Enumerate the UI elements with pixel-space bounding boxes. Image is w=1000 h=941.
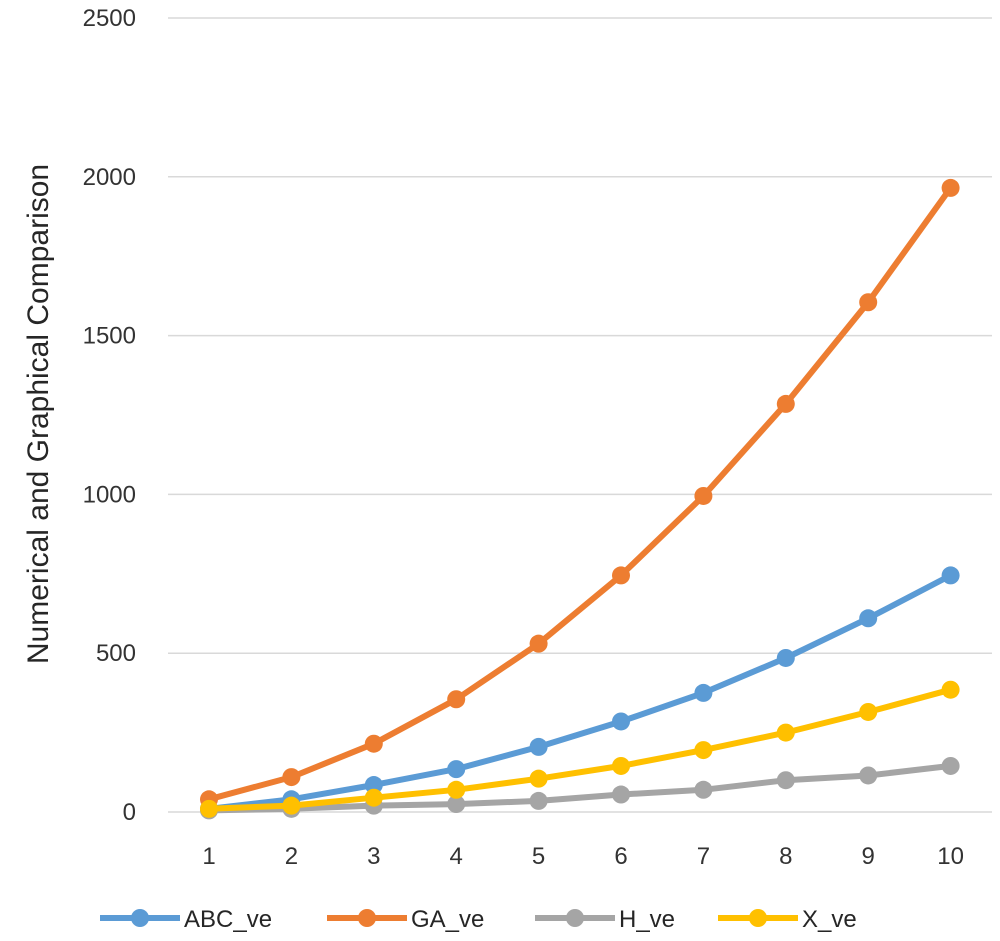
series	[200, 178, 960, 820]
legend-item: ABC_ve	[100, 906, 272, 933]
series-x-ve	[200, 680, 960, 818]
data-point	[447, 760, 466, 779]
data-point	[529, 769, 548, 788]
series-ga-ve	[200, 178, 960, 809]
legend-label: ABC_ve	[184, 906, 272, 933]
data-point	[364, 734, 383, 753]
data-point	[364, 788, 383, 807]
y-tick-label: 2000	[83, 164, 136, 191]
data-point	[529, 634, 548, 653]
x-tick-label: 9	[862, 843, 875, 870]
x-tick-label: 2	[285, 843, 298, 870]
y-tick-label: 500	[96, 640, 136, 667]
y-tick-label: 0	[123, 799, 136, 826]
data-point	[776, 723, 795, 742]
legend-marker	[358, 909, 376, 927]
legend-marker	[566, 909, 584, 927]
y-tick-label: 1000	[83, 481, 136, 508]
data-point	[529, 791, 548, 810]
x-tick-label: 6	[614, 843, 627, 870]
x-tick-label: 10	[937, 843, 964, 870]
legend: ABC_ve GA_ve H_ve X_ve	[100, 906, 857, 933]
data-point	[612, 566, 630, 585]
y-tick-label: 2500	[83, 5, 136, 32]
data-point	[200, 799, 218, 818]
data-point	[694, 683, 713, 702]
legend-item: GA_ve	[327, 906, 484, 933]
legend-item: H_ve	[535, 906, 675, 933]
series-abc-ve	[200, 566, 960, 818]
data-point	[529, 737, 548, 756]
y-tick-label: 1500	[83, 323, 136, 350]
data-point	[859, 702, 878, 721]
data-point	[776, 648, 795, 667]
data-point	[447, 795, 466, 814]
series-line	[206, 762, 954, 814]
data-point	[447, 780, 466, 799]
legend-marker	[749, 909, 767, 927]
data-point	[859, 766, 878, 785]
x-tick-label: 4	[450, 843, 463, 870]
legend-item: X_ve	[718, 906, 857, 933]
data-point	[859, 293, 878, 312]
x-tick-label: 3	[367, 843, 380, 870]
data-point	[694, 741, 713, 760]
x-axis-ticks: 1 2 3 4 5 6 7 8 9 10	[202, 843, 964, 870]
data-point	[776, 771, 795, 790]
y-axis-ticks: 0 500 1000 1500 2000 2500	[83, 5, 136, 826]
data-point	[859, 609, 878, 628]
data-point	[776, 394, 795, 413]
data-point	[941, 178, 960, 197]
data-point	[941, 566, 960, 585]
data-point	[612, 785, 630, 804]
data-point	[282, 768, 301, 787]
y-axis-title: Numerical and Graphical Comparison	[22, 164, 55, 664]
data-point	[282, 796, 301, 815]
data-point	[447, 690, 466, 709]
x-tick-label: 5	[532, 843, 545, 870]
series-line	[206, 184, 954, 803]
data-point	[612, 756, 630, 775]
legend-label: GA_ve	[411, 906, 484, 933]
data-point	[941, 756, 960, 775]
data-point	[612, 712, 630, 731]
data-point	[941, 680, 960, 699]
legend-label: X_ve	[802, 906, 857, 933]
legend-label: H_ve	[619, 906, 675, 933]
data-point	[364, 776, 383, 795]
series-line	[206, 686, 954, 812]
x-tick-label: 1	[202, 843, 215, 870]
data-point	[694, 486, 713, 505]
data-point	[694, 780, 713, 799]
legend-marker	[131, 909, 149, 927]
series-line	[206, 572, 954, 812]
x-tick-label: 8	[779, 843, 792, 870]
x-tick-label: 7	[697, 843, 710, 870]
gridlines	[168, 17, 992, 813]
